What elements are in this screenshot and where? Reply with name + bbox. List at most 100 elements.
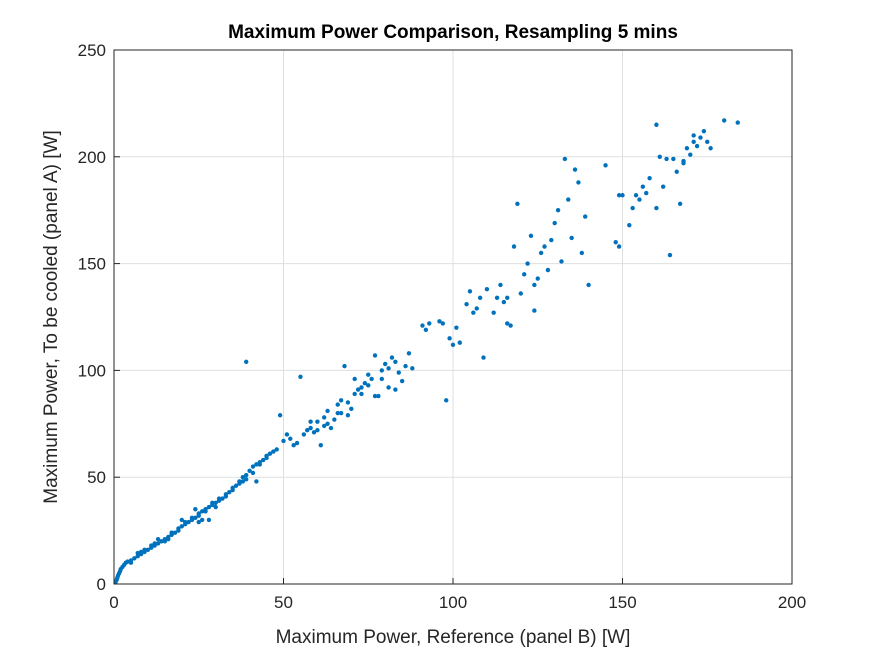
data-point bbox=[657, 154, 662, 159]
data-point bbox=[688, 152, 693, 157]
data-point bbox=[464, 301, 469, 307]
data-point bbox=[528, 233, 534, 239]
data-point bbox=[583, 214, 588, 219]
data-point bbox=[437, 319, 442, 324]
data-point bbox=[301, 432, 307, 437]
data-point bbox=[684, 146, 690, 151]
data-point bbox=[321, 415, 327, 420]
data-point bbox=[399, 378, 405, 384]
data-point bbox=[142, 547, 147, 553]
data-point bbox=[152, 541, 157, 546]
data-point bbox=[155, 541, 161, 546]
data-point bbox=[474, 306, 479, 311]
data-point bbox=[559, 259, 564, 264]
data-point bbox=[701, 128, 707, 134]
data-point bbox=[660, 184, 666, 189]
data-point bbox=[199, 517, 205, 523]
data-point bbox=[552, 220, 557, 226]
data-point bbox=[315, 419, 320, 424]
data-point bbox=[342, 363, 347, 369]
data-point bbox=[538, 250, 544, 256]
data-point bbox=[172, 530, 178, 535]
data-point bbox=[233, 483, 239, 488]
data-point bbox=[176, 526, 181, 531]
data-point bbox=[393, 359, 398, 365]
data-point bbox=[305, 428, 310, 433]
data-point bbox=[569, 235, 574, 241]
data-point bbox=[230, 485, 235, 491]
data-point bbox=[705, 139, 710, 145]
data-point bbox=[501, 299, 507, 305]
data-point bbox=[481, 355, 486, 360]
data-point bbox=[206, 504, 212, 510]
data-point bbox=[349, 406, 354, 412]
data-point bbox=[216, 496, 222, 501]
data-point bbox=[444, 398, 449, 403]
data-point bbox=[735, 120, 740, 125]
data-point bbox=[128, 560, 134, 565]
y-tick-label: 50 bbox=[87, 468, 106, 487]
data-point bbox=[484, 287, 490, 292]
x-tick-label: 150 bbox=[608, 593, 636, 612]
data-point bbox=[647, 175, 652, 181]
data-point bbox=[359, 391, 364, 397]
data-point bbox=[386, 385, 391, 390]
data-point bbox=[244, 477, 249, 482]
data-point bbox=[494, 295, 500, 300]
data-point bbox=[379, 368, 385, 373]
data-point bbox=[616, 193, 622, 198]
data-point bbox=[542, 244, 547, 249]
data-point bbox=[355, 387, 361, 392]
data-point bbox=[457, 340, 462, 345]
data-point bbox=[288, 436, 293, 441]
data-point bbox=[505, 295, 510, 300]
data-point bbox=[521, 272, 527, 277]
data-point bbox=[681, 158, 686, 164]
y-tick-label: 250 bbox=[78, 41, 106, 60]
data-point bbox=[308, 419, 313, 424]
data-point bbox=[708, 146, 713, 151]
data-point bbox=[677, 201, 683, 206]
data-point bbox=[149, 543, 154, 548]
data-point bbox=[125, 559, 130, 564]
data-point bbox=[508, 323, 513, 328]
data-point bbox=[637, 197, 642, 202]
data-point bbox=[210, 500, 215, 506]
data-point bbox=[135, 554, 140, 559]
data-point bbox=[691, 139, 696, 145]
data-point bbox=[566, 197, 571, 202]
data-point bbox=[393, 387, 398, 392]
data-point bbox=[654, 122, 659, 127]
data-point bbox=[220, 496, 225, 501]
data-point bbox=[454, 325, 459, 330]
data-point bbox=[579, 250, 585, 256]
data-point bbox=[308, 425, 313, 431]
data-point bbox=[250, 470, 256, 476]
data-point bbox=[135, 550, 140, 556]
y-tick-label: 200 bbox=[78, 148, 106, 167]
data-point bbox=[447, 336, 452, 341]
data-point bbox=[359, 385, 364, 390]
data-point bbox=[315, 428, 320, 433]
data-point bbox=[562, 156, 568, 162]
data-point bbox=[420, 323, 425, 328]
data-point bbox=[471, 310, 476, 315]
data-point bbox=[257, 462, 262, 467]
data-point bbox=[338, 410, 344, 416]
data-point bbox=[193, 515, 198, 520]
data-point bbox=[244, 359, 249, 365]
data-point bbox=[206, 517, 212, 523]
data-point bbox=[586, 282, 591, 288]
data-point bbox=[633, 193, 639, 198]
y-tick-label: 100 bbox=[78, 361, 106, 380]
x-tick-label: 0 bbox=[109, 593, 118, 612]
y-axis-label: Maximum Power, To be cooled (panel A) [W… bbox=[41, 130, 62, 503]
data-point bbox=[620, 193, 625, 198]
data-point bbox=[698, 135, 703, 140]
data-point bbox=[491, 310, 496, 315]
data-point bbox=[182, 519, 188, 525]
data-point bbox=[386, 366, 391, 371]
data-point bbox=[545, 267, 551, 273]
data-point bbox=[250, 464, 256, 469]
data-point bbox=[627, 222, 632, 228]
